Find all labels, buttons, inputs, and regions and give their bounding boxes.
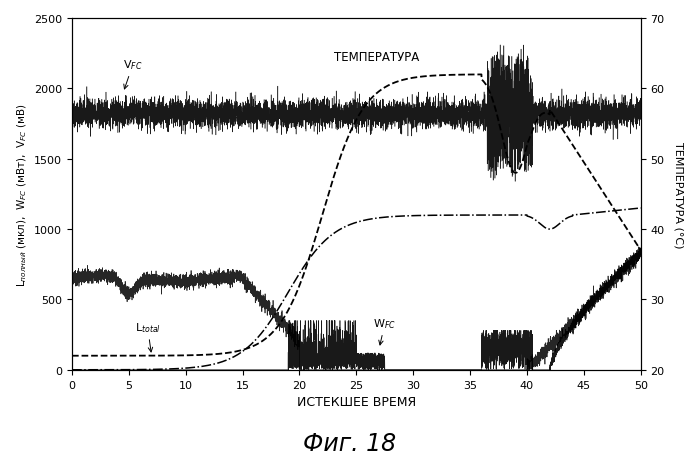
Y-axis label: ТЕМПЕРАТУРА (°С): ТЕМПЕРАТУРА (°С) <box>674 142 684 248</box>
Text: L$_{total}$: L$_{total}$ <box>135 321 161 352</box>
X-axis label: ИСТЕКШЕЕ ВРЕМЯ: ИСТЕКШЕЕ ВРЕМЯ <box>297 395 416 408</box>
Text: W$_{FC}$: W$_{FC}$ <box>373 317 396 345</box>
Text: Фиг. 18: Фиг. 18 <box>303 431 396 455</box>
Y-axis label: L$_{полный}$ (мкл),  W$_{FC}$ (мВт),  V$_{FC}$ (мВ): L$_{полный}$ (мкл), W$_{FC}$ (мВт), V$_{… <box>15 103 29 286</box>
Text: V$_{FC}$: V$_{FC}$ <box>123 58 143 90</box>
Text: ТЕМПЕРАТУРА: ТЕМПЕРАТУРА <box>333 51 419 64</box>
